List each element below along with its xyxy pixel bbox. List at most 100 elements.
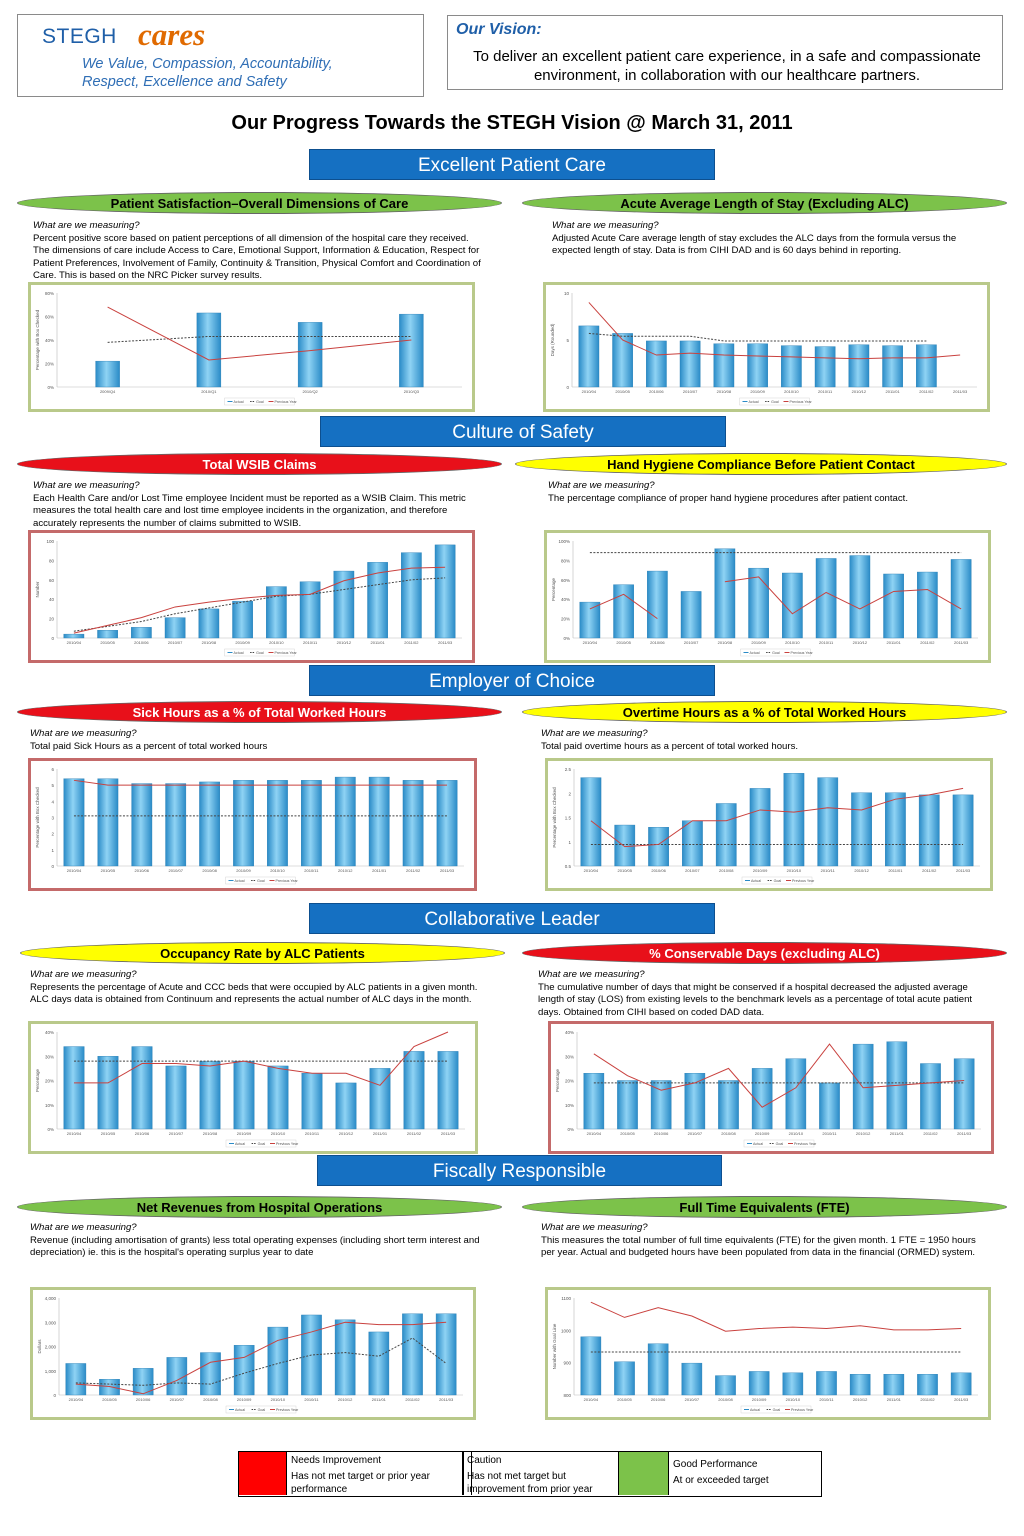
desc-text: Total paid Sick Hours as a percent of to…: [30, 740, 268, 752]
x-tick-label: 2010/05: [101, 1131, 116, 1136]
bar: [200, 1352, 221, 1396]
bar: [747, 343, 768, 388]
measuring-label: What are we measuring?: [33, 220, 140, 231]
x-tick-label: 2010/10: [270, 868, 285, 873]
legend-label: Actual: [753, 1142, 763, 1146]
x-tick-label: 2011/02: [405, 1397, 420, 1402]
bar: [436, 780, 458, 867]
chart-conservable-days: 0% 10% 20% 30% 40% Percentage 2010/04 2010/05 20…: [548, 1021, 994, 1154]
chart-legend-box: [739, 397, 810, 406]
chart-wsib-claims: 0 20 40 60 80 100 Number 2010/04 2010/05 2010/06 2…: [28, 530, 475, 663]
desc-text: This measures the total number of full t…: [541, 1234, 976, 1259]
desc-text: The cumulative number of days that might…: [538, 981, 973, 1018]
previous-year-line: [73, 779, 448, 786]
legend-label: Actual: [234, 400, 244, 404]
y-tick-label: 60%: [45, 315, 54, 320]
x-tick-label: 2010/04: [67, 1131, 82, 1136]
x-tick-label: 2010/08: [202, 868, 217, 873]
x-tick-label: 2010/10: [786, 1397, 801, 1402]
bar: [781, 345, 802, 388]
x-tick-label: 2010/09: [751, 640, 766, 645]
bar: [401, 552, 422, 639]
desc-sick-hours: What are we measuring? Total paid Sick H…: [30, 728, 470, 753]
x-tick-label: 2011/03: [439, 1397, 454, 1402]
previous-year-line: [589, 593, 658, 620]
chart-svg-rev: 0 1,000 2,000 3,000 4,000 Dollars 2010/04 2010/…: [37, 1296, 463, 1414]
x-tick-label: 2011/01: [372, 868, 387, 873]
x-tick-label: 2011/01: [890, 1131, 905, 1136]
desc-text: Revenue (including amortisation of grant…: [30, 1234, 480, 1259]
y-tick-label: 0: [566, 385, 569, 390]
y-tick-label: 6: [51, 767, 54, 772]
pill-fte: Full Time Equivalents (FTE): [522, 1196, 1007, 1218]
bar: [885, 792, 906, 867]
tagline-line-2: Respect, Excellence and Safety: [82, 74, 287, 90]
goal-line: [75, 1337, 447, 1386]
bar: [335, 1082, 357, 1130]
y-tick-label: 0%: [47, 1127, 54, 1132]
x-tick-label: 2011/02: [920, 640, 935, 645]
legend-swatch-red: [239, 1452, 287, 1495]
bar: [751, 1068, 773, 1130]
x-tick-label: 2010/06: [136, 1397, 151, 1402]
bar: [583, 1073, 605, 1130]
bar: [680, 591, 702, 639]
bar: [233, 1060, 255, 1130]
bar: [99, 1379, 120, 1396]
x-tick-label: 2011/03: [954, 640, 969, 645]
bar: [852, 1043, 874, 1130]
logo-stegh: STEGH: [42, 25, 117, 48]
x-tick-label: 2010/06: [134, 640, 149, 645]
chart-svg-cons: 0% 10% 20% 30% 40% Percentage 2010/04 2010/05 20…: [555, 1030, 981, 1148]
x-tick-label: 2011/03: [440, 868, 455, 873]
legend-label: Actual: [234, 651, 244, 655]
previous-year-line: [590, 787, 964, 848]
x-tick-label: 2010/Q3: [404, 389, 420, 394]
y-tick-label: 80: [49, 558, 55, 563]
legend-label: Goal: [256, 400, 264, 404]
legend-divider: [463, 1452, 464, 1495]
x-tick-label: 2011/01: [887, 1397, 902, 1402]
x-tick-label: 2010/11: [304, 868, 319, 873]
chart-legend-box: [224, 648, 295, 657]
x-tick-label: 2011/01: [887, 640, 902, 645]
bar: [816, 1371, 837, 1396]
chart-svg-wsib: 0 20 40 60 80 100 Number 2010/04 2010/05 2010/06 2…: [35, 539, 462, 657]
x-tick-label: 2010/08: [202, 640, 217, 645]
y-tick-label: 1: [568, 840, 571, 845]
bar: [950, 1372, 972, 1396]
x-tick-label: 2010/04: [67, 640, 82, 645]
x-tick-label: 2010/07: [169, 1131, 184, 1136]
x-tick-label: 2010/07: [684, 640, 699, 645]
section-collaborative-leader: Collaborative Leader: [309, 903, 715, 934]
previous-year-line: [593, 1043, 965, 1108]
bar: [334, 776, 356, 867]
x-tick-label: 2011/01: [886, 389, 901, 394]
x-tick-label: 2010/04: [587, 1131, 602, 1136]
x-tick-label: 2010/04: [69, 1397, 84, 1402]
x-tick-label: 2010/05: [617, 1397, 632, 1402]
y-tick-label: 0%: [47, 385, 54, 390]
y-tick-label: 10%: [45, 1103, 54, 1108]
bar: [578, 325, 600, 388]
x-tick-label: 2010/07: [170, 1397, 185, 1402]
x-tick-label: 2010/07: [685, 1397, 700, 1402]
legend-label: Previous Year: [275, 651, 298, 655]
y-tick-label: 10%: [565, 1103, 574, 1108]
legend-label: Goal: [773, 1408, 781, 1412]
x-tick-label: 2011/03: [954, 1397, 969, 1402]
x-tick-label: 2010/05: [101, 868, 116, 873]
legend-label: Previous Year: [791, 1408, 814, 1412]
y-tick-label: 1100: [561, 1296, 571, 1301]
x-tick-label: 2011/02: [919, 389, 934, 394]
y-tick-label: 0: [51, 636, 54, 641]
y-axis-label: Percentage with Box Checked: [35, 309, 40, 370]
y-tick-label: 2,000: [45, 1345, 57, 1350]
x-tick-label: 2010/11: [303, 640, 318, 645]
x-tick-label: 2010/09: [750, 389, 765, 394]
x-tick-label: 2010/09: [236, 868, 251, 873]
bar: [97, 778, 119, 867]
bar: [402, 1313, 423, 1396]
x-tick-label: 2010/11: [818, 389, 833, 394]
x-tick-label: 2010/06: [651, 1397, 666, 1402]
